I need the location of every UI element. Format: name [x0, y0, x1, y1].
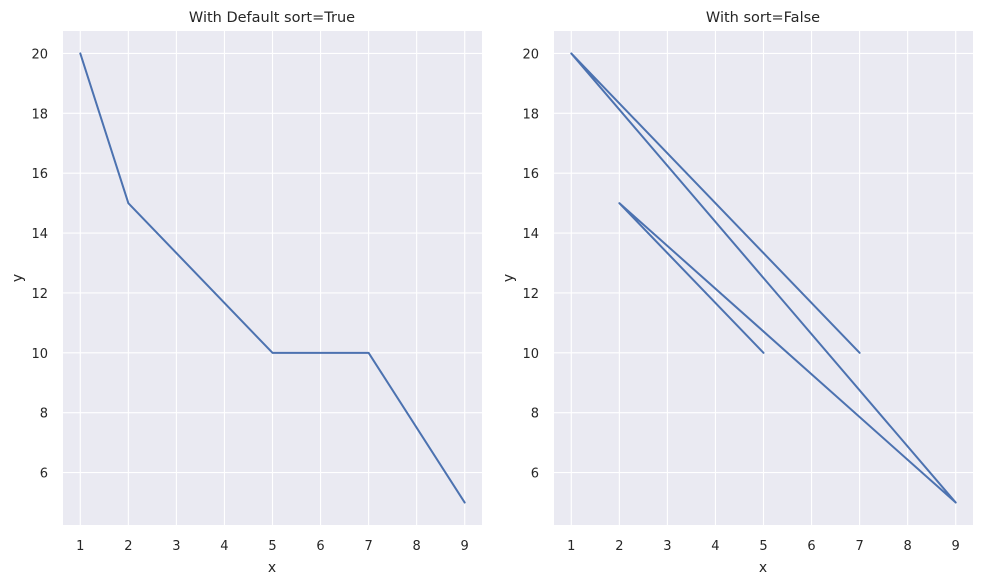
right-y-tick-label: 8 — [531, 407, 539, 422]
right-x-tick-label: 6 — [807, 539, 815, 554]
left-x-tick-label: 3 — [172, 539, 180, 554]
right-y-tick-label: 16 — [522, 167, 539, 182]
left-series-line — [79, 52, 466, 504]
right-grid — [554, 31, 973, 525]
left-x-tick-label: 7 — [364, 539, 372, 554]
right-y-tick-label: 12 — [522, 287, 539, 302]
right-series-line — [570, 52, 957, 504]
right-chart-title: With sort=False — [706, 10, 820, 26]
right-x-tick-label: 2 — [615, 539, 623, 554]
right-y-tick-label: 18 — [522, 107, 539, 122]
right-x-axis-label: x — [759, 560, 767, 576]
left-y-tick-label: 18 — [31, 107, 48, 122]
right-x-tick-label: 7 — [855, 539, 863, 554]
right-y-axis-label: y — [501, 274, 517, 282]
left-y-tick-label: 20 — [31, 47, 48, 62]
right-y-tick-label: 14 — [522, 227, 539, 242]
left-grid — [63, 31, 482, 525]
right-x-tick-label: 5 — [759, 539, 767, 554]
left-chart-title: With Default sort=True — [189, 10, 355, 26]
right-x-tick-label: 1 — [567, 539, 575, 554]
right-y-tick-label: 6 — [531, 467, 539, 482]
left-y-tick-label: 10 — [31, 347, 48, 362]
left-x-tick-label: 4 — [220, 539, 228, 554]
left-x-tick-label: 5 — [268, 539, 276, 554]
left-x-tick-label: 1 — [76, 539, 84, 554]
right-y-tick-label: 10 — [522, 347, 539, 362]
left-y-tick-label: 8 — [40, 407, 48, 422]
left-x-tick-label: 8 — [413, 539, 421, 554]
left-x-axis-label: x — [268, 560, 276, 576]
left-y-axis-label: y — [10, 274, 26, 282]
left-y-tick-label: 14 — [31, 227, 48, 242]
left-y-tick-label: 16 — [31, 167, 48, 182]
left-y-tick-labels: 6 8 10 12 14 16 18 20 — [31, 47, 48, 481]
left-x-tick-labels: 1 2 3 4 5 6 7 8 9 — [76, 539, 469, 554]
right-y-tick-labels: 6 8 10 12 14 16 18 20 — [522, 47, 539, 481]
left-x-tick-label: 9 — [461, 539, 469, 554]
left-x-tick-label: 2 — [124, 539, 132, 554]
left-y-tick-label: 6 — [40, 467, 48, 482]
right-x-tick-label: 4 — [711, 539, 719, 554]
right-x-tick-label: 3 — [663, 539, 671, 554]
right-y-tick-label: 20 — [522, 47, 539, 62]
left-x-tick-label: 6 — [316, 539, 324, 554]
right-x-tick-label: 8 — [904, 539, 912, 554]
left-y-tick-label: 12 — [31, 287, 48, 302]
right-x-tick-labels: 1 2 3 4 5 6 7 8 9 — [567, 539, 960, 554]
right-x-tick-label: 9 — [952, 539, 960, 554]
